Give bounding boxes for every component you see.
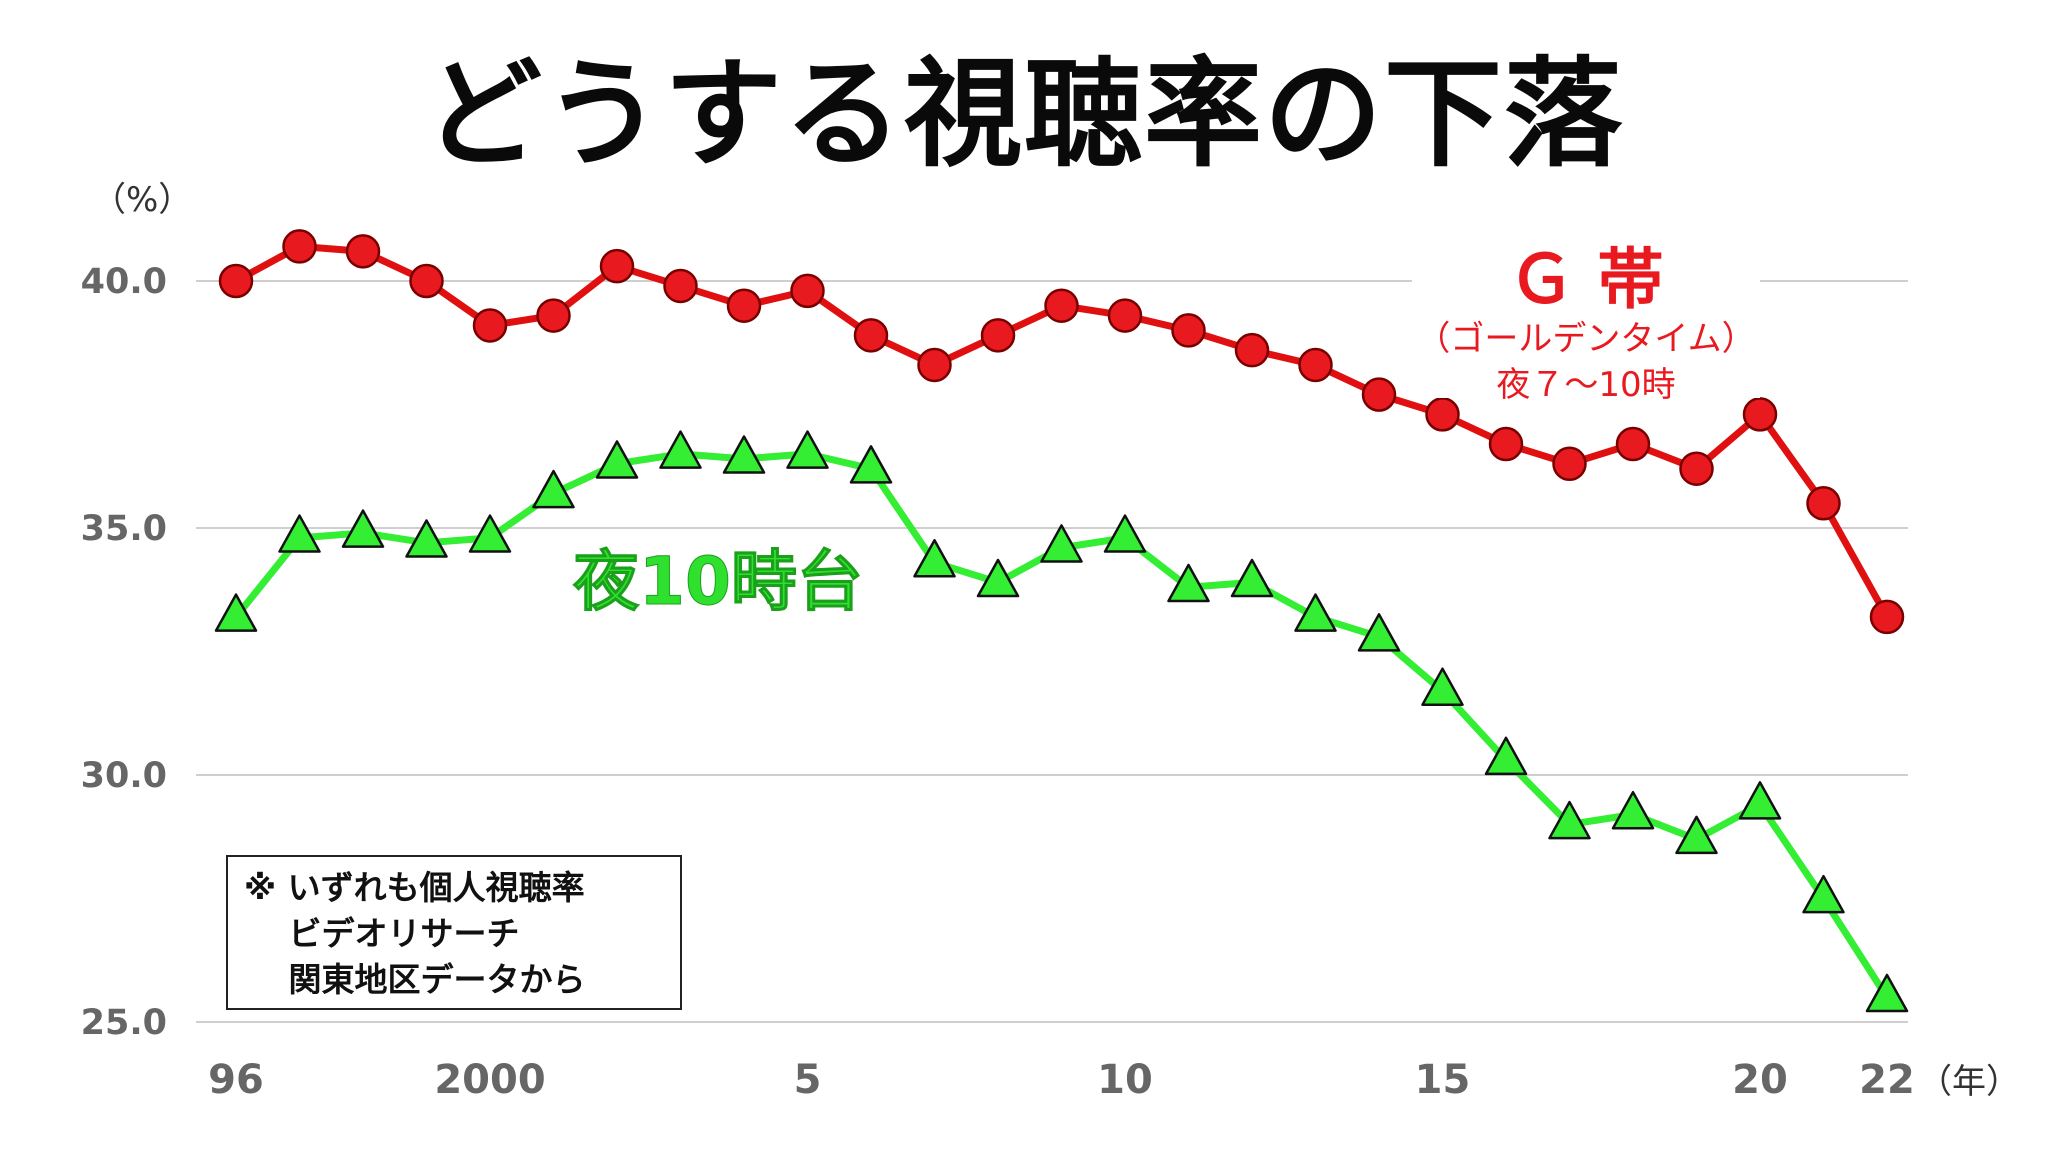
g-band-series-subtitle: （ゴールデンタイム）: [1416, 319, 1755, 359]
g-band-data-point: [1044, 288, 1079, 323]
y-tick-label: 30.0: [81, 756, 167, 796]
night-10pm-data-point: [1548, 800, 1591, 840]
g-band-series: [218, 229, 1905, 635]
g-band-data-point: [1171, 313, 1206, 348]
x-tick-label: 22: [1859, 1057, 1915, 1103]
g-band-series-label: Ｇ 帯: [1509, 241, 1664, 318]
night-10pm-data-point: [468, 514, 512, 553]
x-tick-label: 10: [1097, 1057, 1153, 1103]
note-line: 関東地区データから: [244, 960, 586, 999]
g-band-data-point: [1869, 599, 1905, 635]
source-note: ※ いずれも個人視聴率 ビデオリサーチ 関東地区データから: [226, 855, 682, 1010]
night-10pm-data-point: [1484, 736, 1528, 776]
g-band-data-point: [409, 263, 444, 299]
g-band-data-point: [1298, 347, 1333, 383]
x-tick-label: 20: [1732, 1057, 1788, 1103]
g-band-data-point: [1742, 397, 1778, 432]
night-10pm-data-point: [1802, 874, 1845, 914]
night-10pm-data-point: [532, 469, 575, 509]
night-10pm-data-point: [1230, 558, 1274, 598]
night-10pm-data-point: [595, 440, 639, 479]
night-10pm-data-point: [1738, 781, 1782, 820]
y-axis-unit: （%）: [92, 180, 192, 220]
g-band-data-point: [472, 308, 508, 343]
x-tick-label: 96: [208, 1057, 264, 1103]
g-band-data-point: [980, 318, 1016, 353]
g-band-data-point: [282, 229, 317, 264]
night-10pm-data-point: [341, 509, 385, 548]
x-tick-label: 15: [1415, 1057, 1471, 1103]
night-10pm-data-point: [1865, 973, 1909, 1013]
night-10pm-data-point: [659, 430, 702, 469]
g-band-data-point: [1615, 426, 1651, 462]
g-band-data-point: [1679, 451, 1714, 486]
night-10pm-data-point: [405, 519, 448, 558]
night-10pm-data-point: [1421, 667, 1464, 706]
g-band-data-point: [663, 268, 698, 304]
x-axis-ticks: 96 2000 5 10 15 20 22: [208, 1057, 1915, 1103]
g-band-data-point: [1107, 298, 1143, 333]
g-band-data-point: [1488, 426, 1524, 462]
g-band-data-point: [599, 248, 635, 284]
night-10pm-data-point: [913, 539, 956, 578]
x-axis-unit: （年）: [1918, 1062, 2020, 1102]
night-10pm-data-point: [1675, 815, 1718, 855]
y-tick-label: 25.0: [81, 1003, 167, 1043]
g-band-data-point: [853, 318, 889, 353]
g-band-data-point: [1806, 486, 1841, 521]
y-axis-ticks: 40.0 35.0 30.0 25.0: [81, 262, 167, 1043]
x-tick-label: 5: [794, 1057, 822, 1103]
g-band-data-point: [726, 288, 762, 323]
y-tick-label: 40.0: [81, 262, 167, 302]
night-10pm-data-point: [1040, 524, 1083, 563]
night-10pm-data-point: [976, 558, 1020, 598]
g-band-data-point: [1361, 377, 1397, 412]
g-band-data-point: [536, 298, 571, 333]
y-tick-label: 35.0: [81, 509, 167, 549]
night-10pm-data-point: [1357, 613, 1401, 652]
g-band-data-point: [1552, 446, 1587, 482]
night-10pm-data-point: [849, 445, 893, 484]
night-10pm-data-point: [1294, 593, 1337, 632]
g-band-data-point: [1425, 397, 1460, 432]
chart-title: どうする視聴率の下落: [423, 45, 1624, 183]
night-10pm-data-point: [214, 593, 258, 632]
night-10pm-data-point: [786, 430, 829, 469]
g-band-data-point: [345, 234, 381, 269]
night-10pm-data-point: [1611, 790, 1655, 830]
note-line: ビデオリサーチ: [244, 914, 520, 953]
g-band-data-point: [218, 263, 254, 299]
series-layer: [214, 229, 1909, 1013]
g-band-data-point: [1234, 332, 1270, 368]
night-10pm-data-point: [278, 514, 321, 553]
night-10pm-series-label: 夜10時台: [572, 543, 863, 620]
night-10pm-data-point: [1103, 514, 1147, 553]
g-band-data-point: [917, 347, 952, 383]
night-10pm-data-point: [722, 435, 766, 474]
night-10pm-series: [214, 430, 1909, 1013]
x-tick-label: 2000: [434, 1057, 545, 1103]
note-line: ※ いずれも個人視聴率: [244, 868, 585, 907]
g-label-backdrop: [1412, 238, 1760, 398]
night-10pm-data-point: [1167, 563, 1210, 603]
g-band-series-hours: 夜７～10時: [1496, 365, 1675, 405]
g-band-data-point: [790, 273, 825, 309]
